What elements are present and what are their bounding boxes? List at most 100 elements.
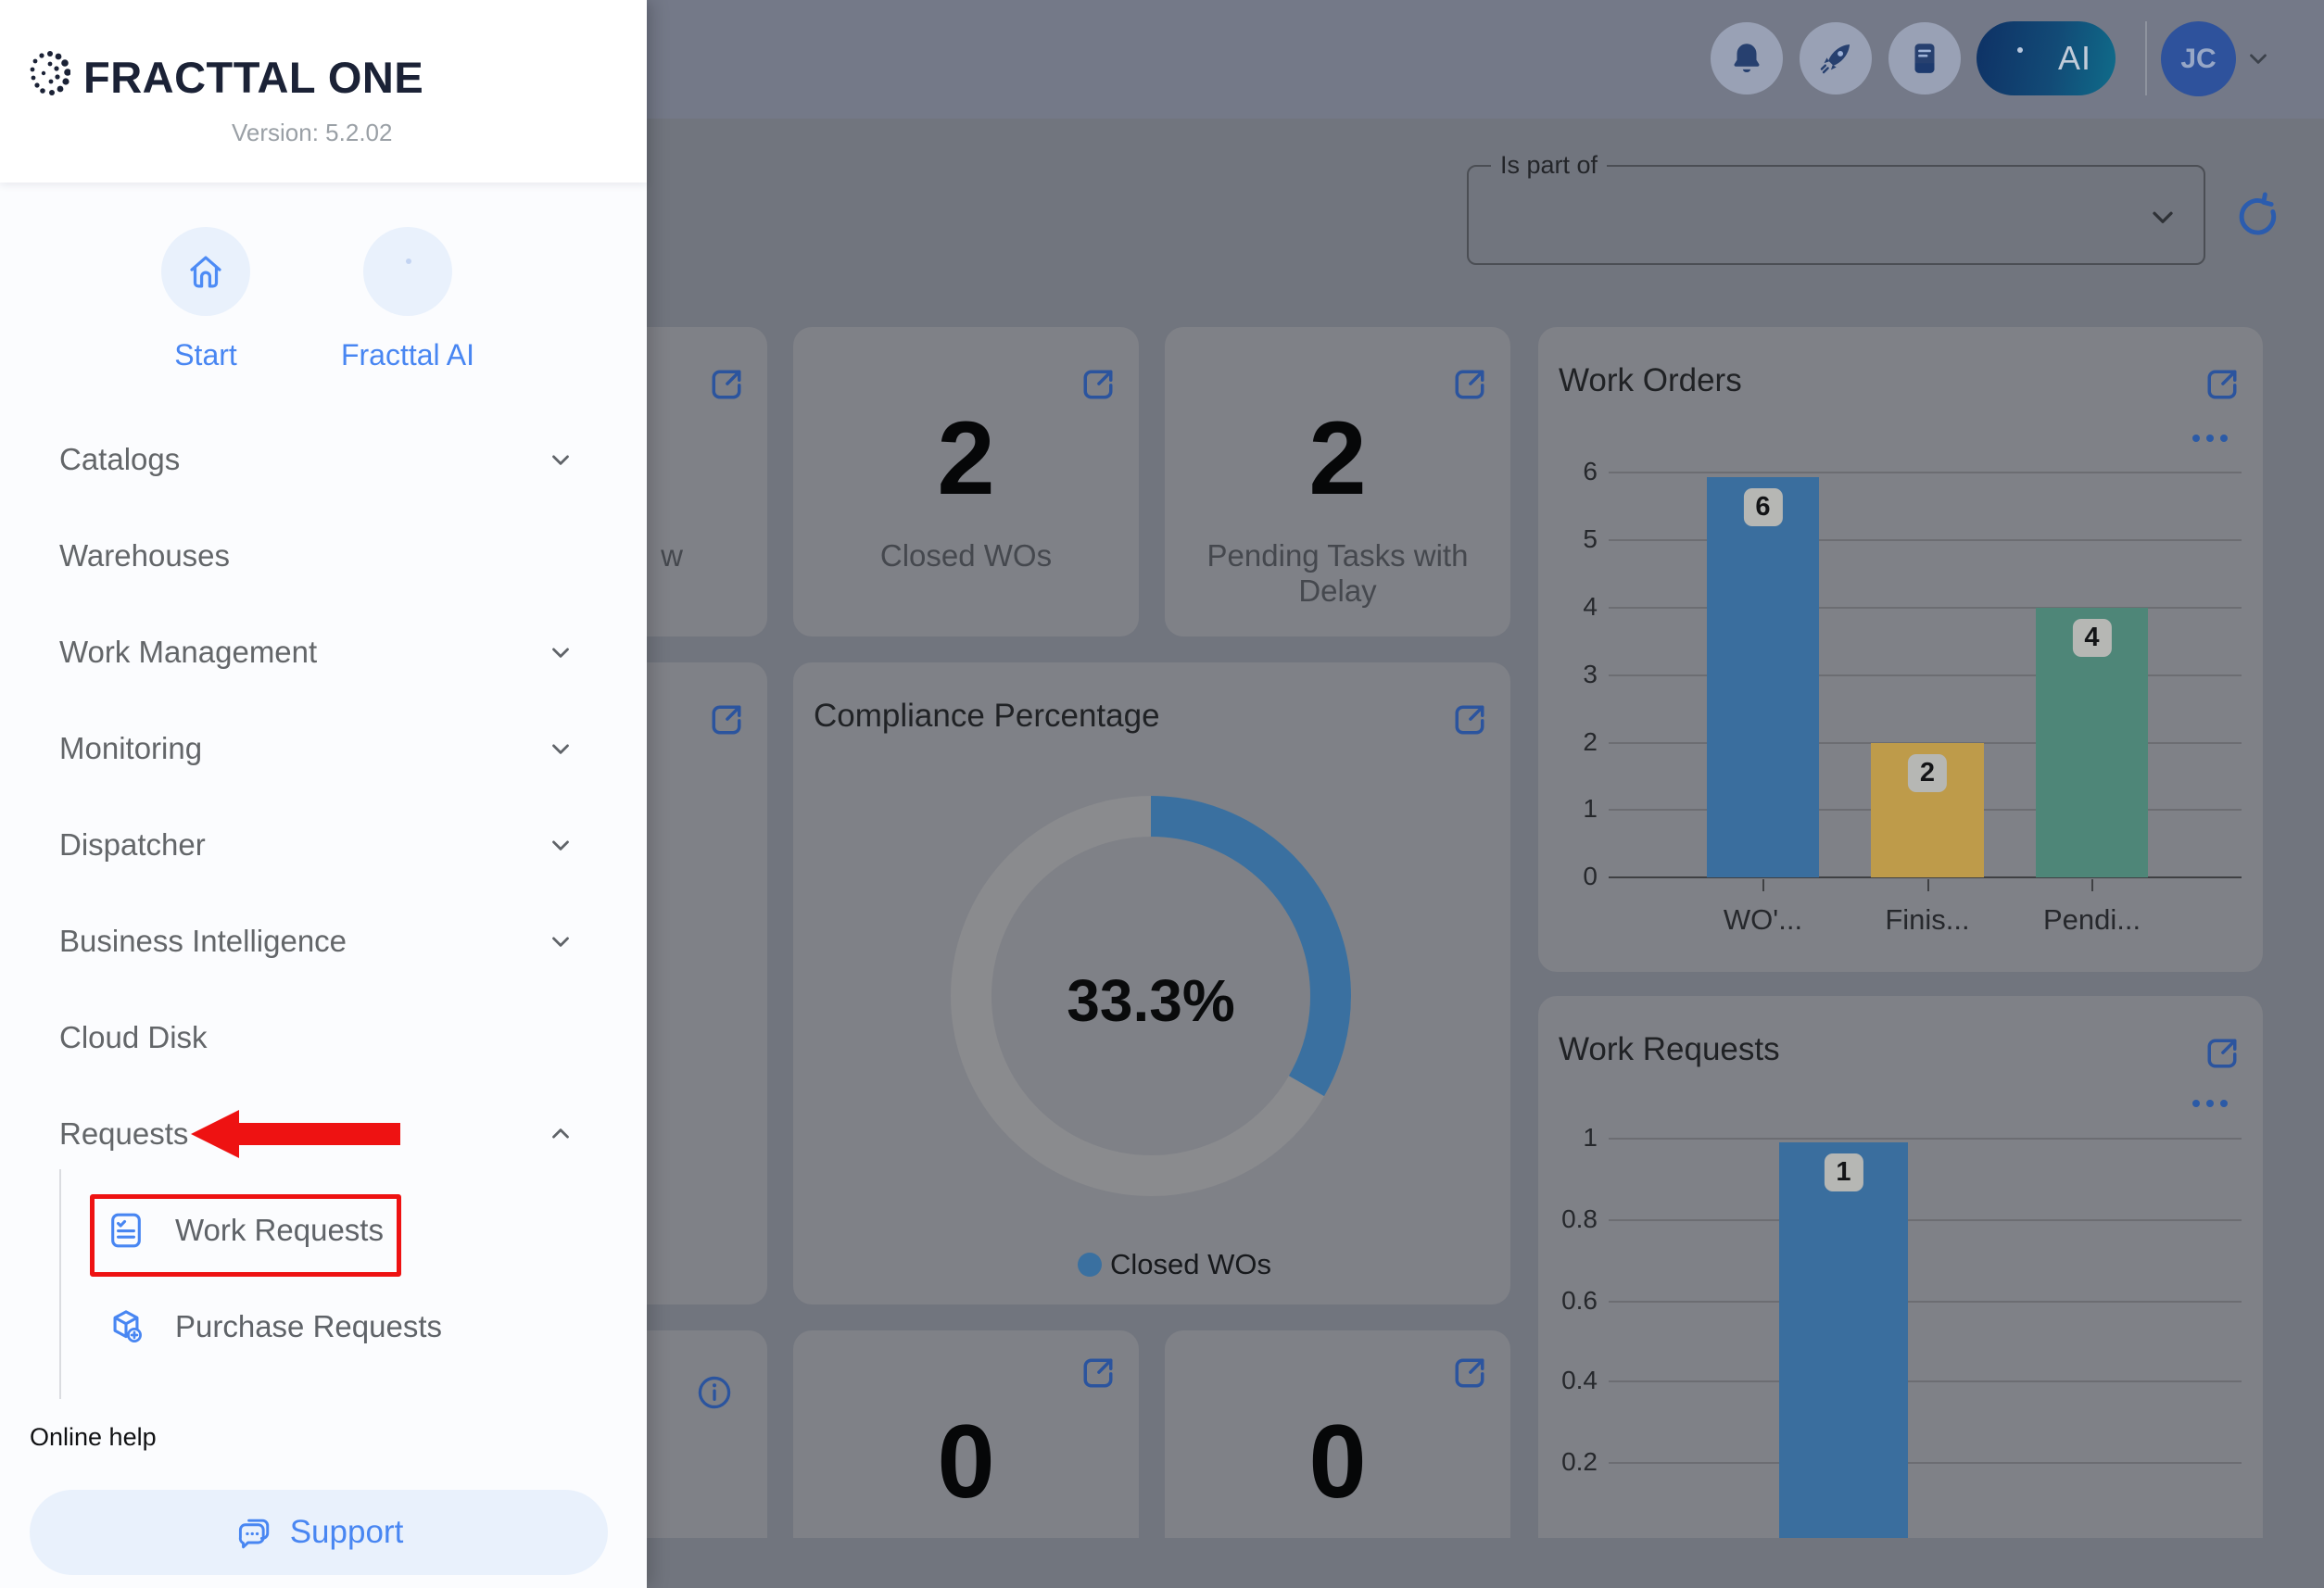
more-options-icon[interactable] <box>2192 435 2228 442</box>
bar-work-requests[interactable]: 1 <box>1779 1142 1908 1538</box>
submenu-indent-line <box>59 1169 61 1399</box>
bell-icon <box>1727 39 1766 78</box>
open-external-icon[interactable] <box>706 699 747 740</box>
sidebar-item-catalogs[interactable]: Catalogs <box>0 411 647 508</box>
open-external-icon[interactable] <box>1449 1353 1490 1393</box>
whats-new-button[interactable] <box>1800 22 1872 95</box>
refresh-button[interactable] <box>2231 191 2283 243</box>
card-title: Work Requests <box>1559 1031 1780 1067</box>
shortcut-label: Fracttal AI <box>340 338 475 372</box>
bar-value-badge: 1 <box>1824 1153 1863 1191</box>
work-requests-card: Work Requests 1 0.8 0.6 0.4 0.2 1 <box>1538 996 2263 1538</box>
app-version: Version: 5.2.02 <box>232 119 393 146</box>
bar-value-badge: 2 <box>1907 754 1948 792</box>
support-button[interactable]: Support <box>30 1490 608 1575</box>
chevron-down-icon <box>2146 200 2179 233</box>
notifications-button[interactable] <box>1711 22 1783 95</box>
is-part-of-select[interactable]: Is part of <box>1467 151 2205 265</box>
rocket-icon <box>1816 39 1855 78</box>
bar-pending[interactable]: 4 <box>2036 608 2148 877</box>
shortcut-label: Start <box>174 338 237 372</box>
sidebar-item-start[interactable]: Start <box>113 227 298 372</box>
refresh-icon <box>2231 191 2283 243</box>
x-category-label: Pendi... <box>2042 903 2141 936</box>
avatar-initials: JC <box>2180 43 2217 74</box>
chevron-down-icon <box>2244 44 2272 72</box>
sidebar-item-monitoring[interactable]: Monitoring <box>0 700 647 797</box>
kpi-label: Pending Tasks with Delay <box>1206 538 1469 608</box>
bar-value-badge: 4 <box>2072 619 2112 657</box>
sparkle-icon <box>406 258 411 264</box>
open-external-icon[interactable] <box>706 364 747 405</box>
sidebar: FRACTTAL ONE Version: 5.2.02 Start Fract… <box>0 0 647 1588</box>
open-external-icon[interactable] <box>2202 1033 2242 1074</box>
work-orders-card: Work Orders 6 5 4 3 2 1 0 6 2 4 WO'... F… <box>1538 327 2263 972</box>
kpi-value: 0 <box>937 1404 995 1519</box>
kpi-label: Closed WOs <box>879 538 1053 573</box>
kpi-card-closed-wos[interactable]: 2 Closed WOs <box>793 327 1139 636</box>
kpi-card-pending-tasks[interactable]: 2 Pending Tasks with Delay <box>1165 327 1510 636</box>
home-icon <box>184 250 227 293</box>
compliance-percentage-card: Compliance Percentage 33.3% Closed WOs <box>793 662 1510 1304</box>
bar-finished[interactable]: 2 <box>1871 743 1984 877</box>
kpi-value: 0 <box>1308 1404 1367 1519</box>
document-icon <box>1905 39 1944 78</box>
axis-tick <box>1927 879 1929 891</box>
open-external-icon[interactable] <box>1078 364 1118 405</box>
app-logo-text: FRACTTAL ONE <box>83 53 424 102</box>
account-menu-button[interactable] <box>2244 44 2272 72</box>
kpi-card-zero-b[interactable]: 0 <box>1165 1330 1510 1538</box>
sidebar-item-requests[interactable]: Requests <box>0 1086 647 1182</box>
sidebar-item-work-requests[interactable]: Work Requests <box>0 1182 647 1279</box>
main-content: AI JC Is part of w 2 Clos <box>422 21 2283 1538</box>
more-options-icon[interactable] <box>2192 1100 2228 1107</box>
donut-chart <box>951 796 1351 1196</box>
open-external-icon[interactable] <box>1449 699 1490 740</box>
chevron-down-icon <box>547 927 575 955</box>
legend-item: Closed WOs <box>1078 1248 1271 1281</box>
ai-button-label: AI <box>2057 39 2091 77</box>
kpi-label-partial: w <box>661 538 683 573</box>
chevron-down-icon <box>547 831 575 859</box>
work-requests-icon <box>106 1210 146 1251</box>
changelog-button[interactable] <box>1888 22 1961 95</box>
online-help-label: Online help <box>30 1423 157 1451</box>
sidebar-item-work-management[interactable]: Work Management <box>0 604 647 700</box>
donut-center-value: 33.3% <box>1067 967 1235 1034</box>
chevron-up-icon <box>547 1120 575 1148</box>
sidebar-item-cloud-disk[interactable]: Cloud Disk <box>59 1020 208 1054</box>
chevron-down-icon <box>547 735 575 762</box>
legend-label: Closed WOs <box>1110 1248 1271 1280</box>
axis-tick <box>1762 879 1764 891</box>
chevron-down-icon <box>547 638 575 666</box>
legend-dot <box>1078 1253 1102 1277</box>
sidebar-item-warehouses[interactable]: Warehouses <box>59 538 231 573</box>
sidebar-item-purchase-requests[interactable]: Purchase Requests <box>0 1279 647 1375</box>
open-external-icon[interactable] <box>1078 1353 1118 1393</box>
open-external-icon[interactable] <box>2202 364 2242 405</box>
kpi-value: 2 <box>937 400 995 516</box>
axis-tick <box>2091 879 2093 891</box>
card-title: Compliance Percentage <box>814 698 1160 734</box>
avatar[interactable]: JC <box>2161 21 2236 96</box>
bar-wos[interactable]: 6 <box>1707 477 1819 877</box>
sidebar-item-fracttal-ai[interactable]: Fracttal AI <box>315 227 500 372</box>
x-category-label: Finis... <box>1885 903 1970 936</box>
sparkle-icon <box>2017 47 2023 53</box>
bar-value-badge: 6 <box>1743 488 1783 526</box>
open-external-icon[interactable] <box>1449 364 1490 405</box>
chevron-down-icon <box>547 446 575 473</box>
info-icon[interactable] <box>694 1372 735 1413</box>
sidebar-item-business-intelligence[interactable]: Business Intelligence <box>0 893 647 989</box>
sidebar-item-dispatcher[interactable]: Dispatcher <box>0 797 647 893</box>
kpi-card-zero-a[interactable]: 0 <box>793 1330 1139 1538</box>
x-category-label: WO'... <box>1723 903 1803 936</box>
ai-button[interactable]: AI <box>1977 21 2116 95</box>
is-part-of-label: Is part of <box>1491 151 1608 180</box>
kpi-value: 2 <box>1308 400 1367 516</box>
support-label: Support <box>289 1514 404 1550</box>
fracttal-logo-icon <box>30 51 70 95</box>
support-chat-icon <box>234 1512 275 1553</box>
topbar-divider <box>2145 21 2147 95</box>
